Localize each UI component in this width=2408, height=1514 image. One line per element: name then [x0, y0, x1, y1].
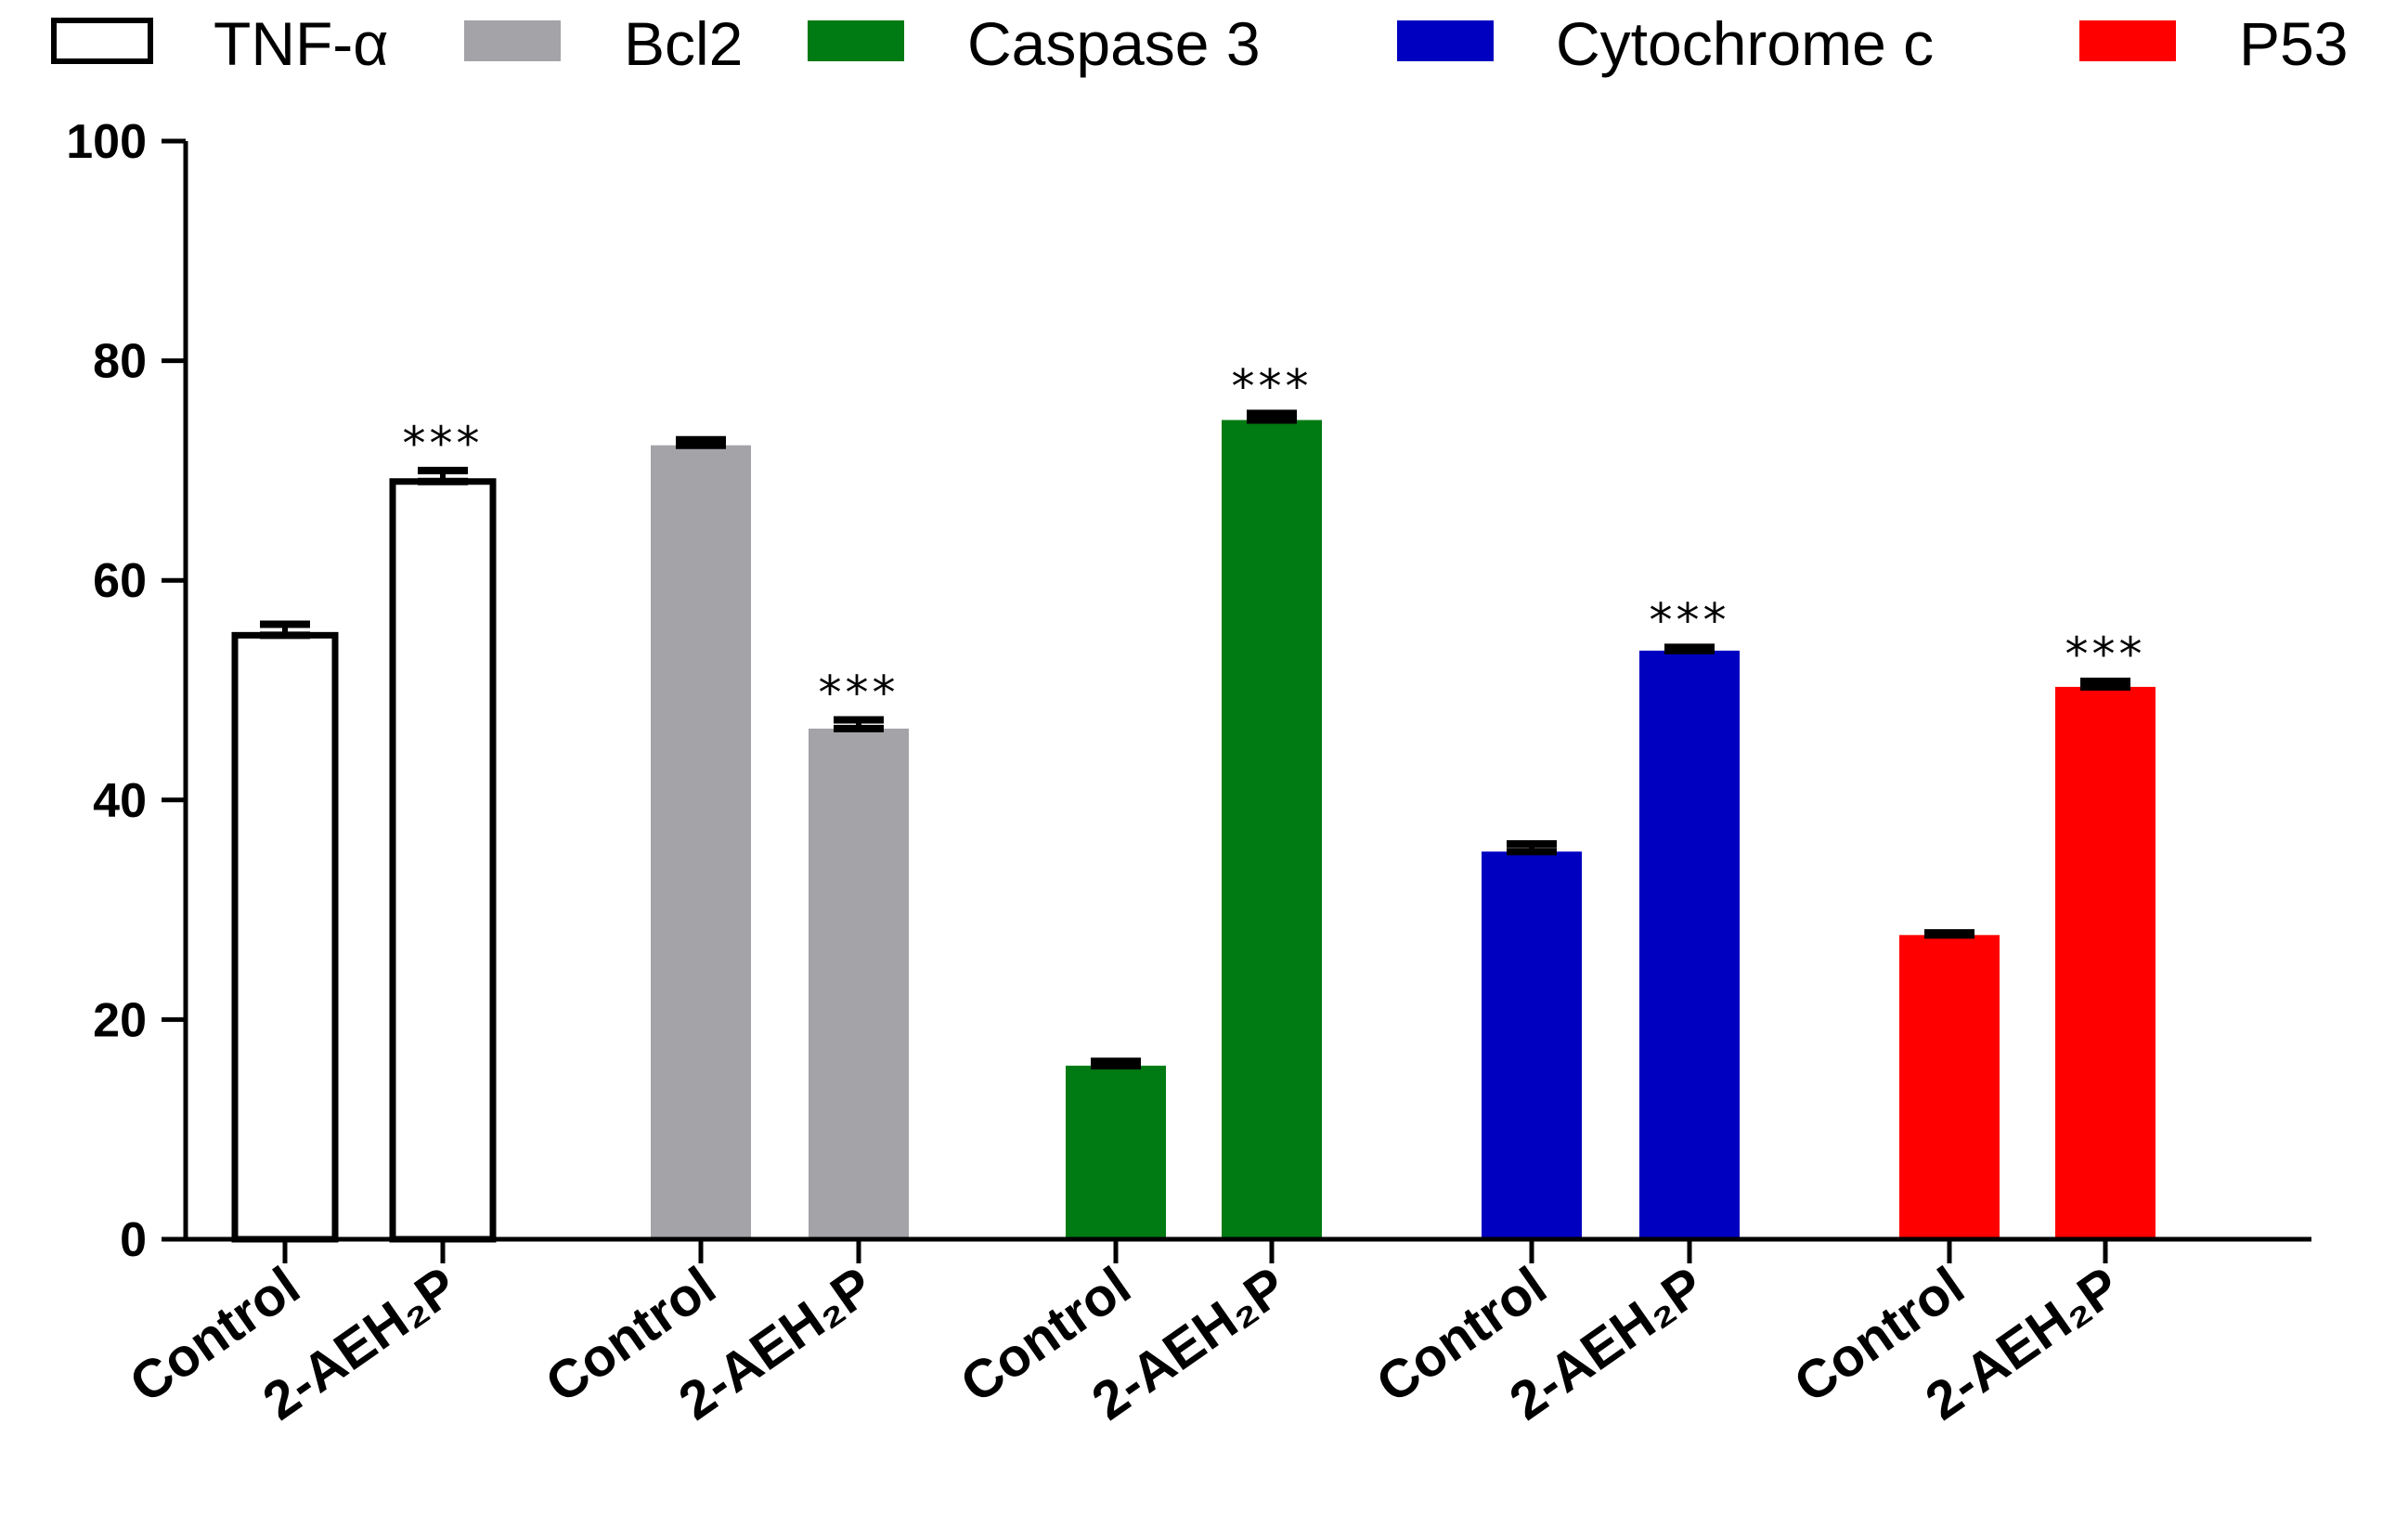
- legend-swatch-tnf: [51, 18, 153, 64]
- y-tick-label: 40: [93, 774, 147, 828]
- bar-p53-control: [1899, 935, 2000, 1239]
- significance-marker: ***: [819, 666, 900, 719]
- legend-swatch-p53: [2079, 20, 2176, 61]
- bar-p53-treatment: [2055, 686, 2156, 1239]
- legend-swatch-caspase-3: [808, 20, 904, 61]
- bar-group-cytochrome-c: ***: [1482, 593, 1740, 1239]
- significance-marker: ***: [2065, 628, 2146, 681]
- y-tick-label: 60: [93, 554, 147, 608]
- y-axis: 0 20 40 60 80 100: [66, 115, 188, 1267]
- bar-tnf-treatment: [389, 478, 497, 1243]
- legend-label-p53: P53: [2239, 9, 2348, 78]
- y-tick-label: 0: [120, 1213, 147, 1267]
- significance-marker: ***: [1650, 593, 1730, 647]
- bar-caspase-3-control: [1066, 1066, 1166, 1239]
- bar-group-p53: ***: [1899, 628, 2156, 1239]
- bar-tnf-control: [231, 631, 339, 1243]
- bar-bcl2-control: [651, 445, 751, 1239]
- y-tick-label: 20: [93, 993, 147, 1047]
- legend-label-bcl2: Bcl2: [624, 9, 743, 78]
- bar-bcl2-treatment: [809, 728, 909, 1239]
- bar-cytochrome-c-treatment: [1639, 650, 1740, 1239]
- bars-layer: *** *** *** *** ***: [231, 359, 2156, 1243]
- bar-group-tnf: ***: [231, 417, 497, 1243]
- bar-caspase-3-treatment: [1222, 420, 1322, 1239]
- significance-marker: ***: [403, 417, 484, 471]
- significance-marker: ***: [1232, 359, 1313, 413]
- y-tick-label: 80: [93, 335, 147, 389]
- legend-label-tnf: TNF-α: [214, 9, 388, 78]
- bar-cytochrome-c-control: [1482, 851, 1582, 1239]
- bar-group-bcl2: ***: [651, 435, 909, 1239]
- legend-swatch-cytochrome-c: [1397, 20, 1494, 61]
- legend-label-cytochrome-c: Cytochrome c: [1556, 9, 1934, 78]
- legend: TNF-α Bcl2 Caspase 3 Cytochrome c P53: [51, 9, 2348, 78]
- y-tick-label: 100: [66, 115, 147, 169]
- legend-swatch-bcl2: [464, 20, 561, 61]
- bar-group-caspase-3: ***: [1066, 359, 1322, 1239]
- legend-label-caspase-3: Caspase 3: [967, 9, 1261, 78]
